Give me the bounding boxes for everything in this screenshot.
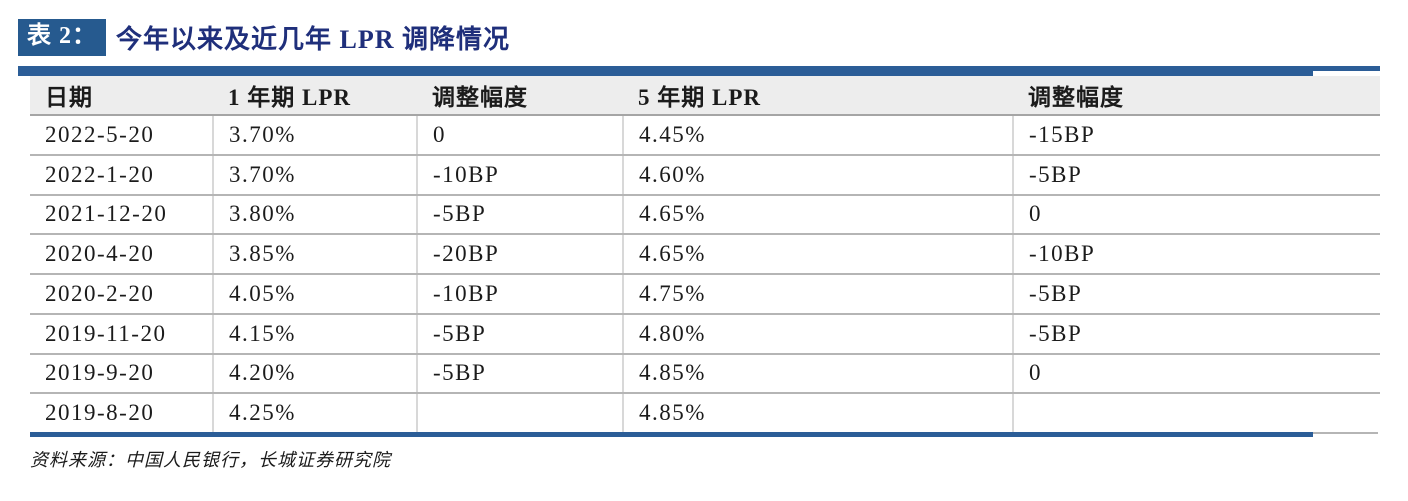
cell-date: 2020-2-20 xyxy=(30,274,213,315)
cell-1y-lpr: 4.25% xyxy=(212,393,417,432)
cell-1y-lpr: 3.70% xyxy=(212,115,417,156)
table-header-row: 日期 1 年期 LPR 调整幅度 5 年期 LPR 调整幅度 xyxy=(30,76,1380,116)
cell-adjustment-1y: -10BP xyxy=(416,154,623,196)
table-row: 2019-11-20 4.15% -5BP 4.80% -5BP xyxy=(30,313,1380,355)
table-row: 2019-9-20 4.20% -5BP 4.85% 0 xyxy=(30,353,1380,395)
cell-adjustment-5y: -5BP xyxy=(1012,154,1380,196)
cell-adjustment-5y: -5BP xyxy=(1012,274,1380,315)
cell-5y-lpr: 4.85% xyxy=(622,393,1013,432)
cell-1y-lpr: 3.70% xyxy=(212,154,417,196)
cell-5y-lpr: 4.60% xyxy=(622,154,1013,196)
cell-date: 2019-8-20 xyxy=(30,393,213,432)
cell-5y-lpr: 4.80% xyxy=(622,313,1013,355)
cell-1y-lpr: 4.15% xyxy=(212,313,417,355)
table-bottom-rule-gray xyxy=(1313,432,1378,434)
cell-adjustment-1y: -5BP xyxy=(416,313,623,355)
cell-date: 2022-5-20 xyxy=(30,115,213,156)
table-row: 2021-12-20 3.80% -5BP 4.65% 0 xyxy=(30,194,1380,236)
table-row: 2020-4-20 3.85% -20BP 4.65% -10BP xyxy=(30,234,1380,275)
table-caption: 表 2： 今年以来及近几年 LPR 调降情况 xyxy=(18,18,510,56)
table-row: 2019-8-20 4.25% 4.85% xyxy=(30,393,1380,432)
cell-5y-lpr: 4.85% xyxy=(622,353,1013,395)
cell-adjustment-1y: -5BP xyxy=(416,353,623,395)
column-header-adjustment-5y: 调整幅度 xyxy=(1013,76,1380,116)
column-header-date: 日期 xyxy=(30,76,213,116)
cell-5y-lpr: 4.45% xyxy=(622,115,1013,156)
cell-adjustment-5y: -15BP xyxy=(1012,115,1380,156)
cell-adjustment-5y xyxy=(1012,393,1380,432)
table-row: 2020-2-20 4.05% -10BP 4.75% -5BP xyxy=(30,274,1380,315)
cell-5y-lpr: 4.65% xyxy=(622,194,1013,236)
cell-adjustment-1y: -20BP xyxy=(416,234,623,275)
caption-tag: 表 2： xyxy=(18,18,106,56)
table-row: 2022-5-20 3.70% 0 4.45% -15BP xyxy=(30,115,1380,156)
table-row: 2022-1-20 3.70% -10BP 4.60% -5BP xyxy=(30,154,1380,196)
cell-adjustment-1y xyxy=(416,393,623,432)
column-header-5y-lpr: 5 年期 LPR xyxy=(623,76,1013,116)
table-bottom-rule-blue xyxy=(30,432,1313,437)
column-header-1y-lpr: 1 年期 LPR xyxy=(213,76,417,116)
cell-adjustment-5y: -10BP xyxy=(1012,234,1380,275)
cell-1y-lpr: 4.20% xyxy=(212,353,417,395)
cell-adjustment-5y: -5BP xyxy=(1012,313,1380,355)
cell-1y-lpr: 3.80% xyxy=(212,194,417,236)
caption-title: 今年以来及近几年 LPR 调降情况 xyxy=(116,24,511,54)
cell-5y-lpr: 4.65% xyxy=(622,234,1013,275)
cell-adjustment-5y: 0 xyxy=(1012,194,1380,236)
cell-adjustment-1y: 0 xyxy=(416,115,623,156)
cell-date: 2022-1-20 xyxy=(30,154,213,196)
column-header-adjustment-1y: 调整幅度 xyxy=(417,76,623,116)
source-note: 资料来源：中国人民银行，长城证券研究院 xyxy=(30,450,391,470)
cell-adjustment-1y: -5BP xyxy=(416,194,623,236)
cell-adjustment-5y: 0 xyxy=(1012,353,1380,395)
caption-rule-inner xyxy=(18,71,1313,76)
cell-date: 2019-11-20 xyxy=(30,313,213,355)
cell-date: 2020-4-20 xyxy=(30,234,213,275)
cell-date: 2021-12-20 xyxy=(30,194,213,236)
cell-date: 2019-9-20 xyxy=(30,353,213,395)
cell-adjustment-1y: -10BP xyxy=(416,274,623,315)
caption-rule-full xyxy=(18,66,1380,71)
cell-5y-lpr: 4.75% xyxy=(622,274,1013,315)
lpr-table: 日期 1 年期 LPR 调整幅度 5 年期 LPR 调整幅度 2022-5-20… xyxy=(30,76,1380,432)
cell-1y-lpr: 4.05% xyxy=(212,274,417,315)
cell-1y-lpr: 3.85% xyxy=(212,234,417,275)
